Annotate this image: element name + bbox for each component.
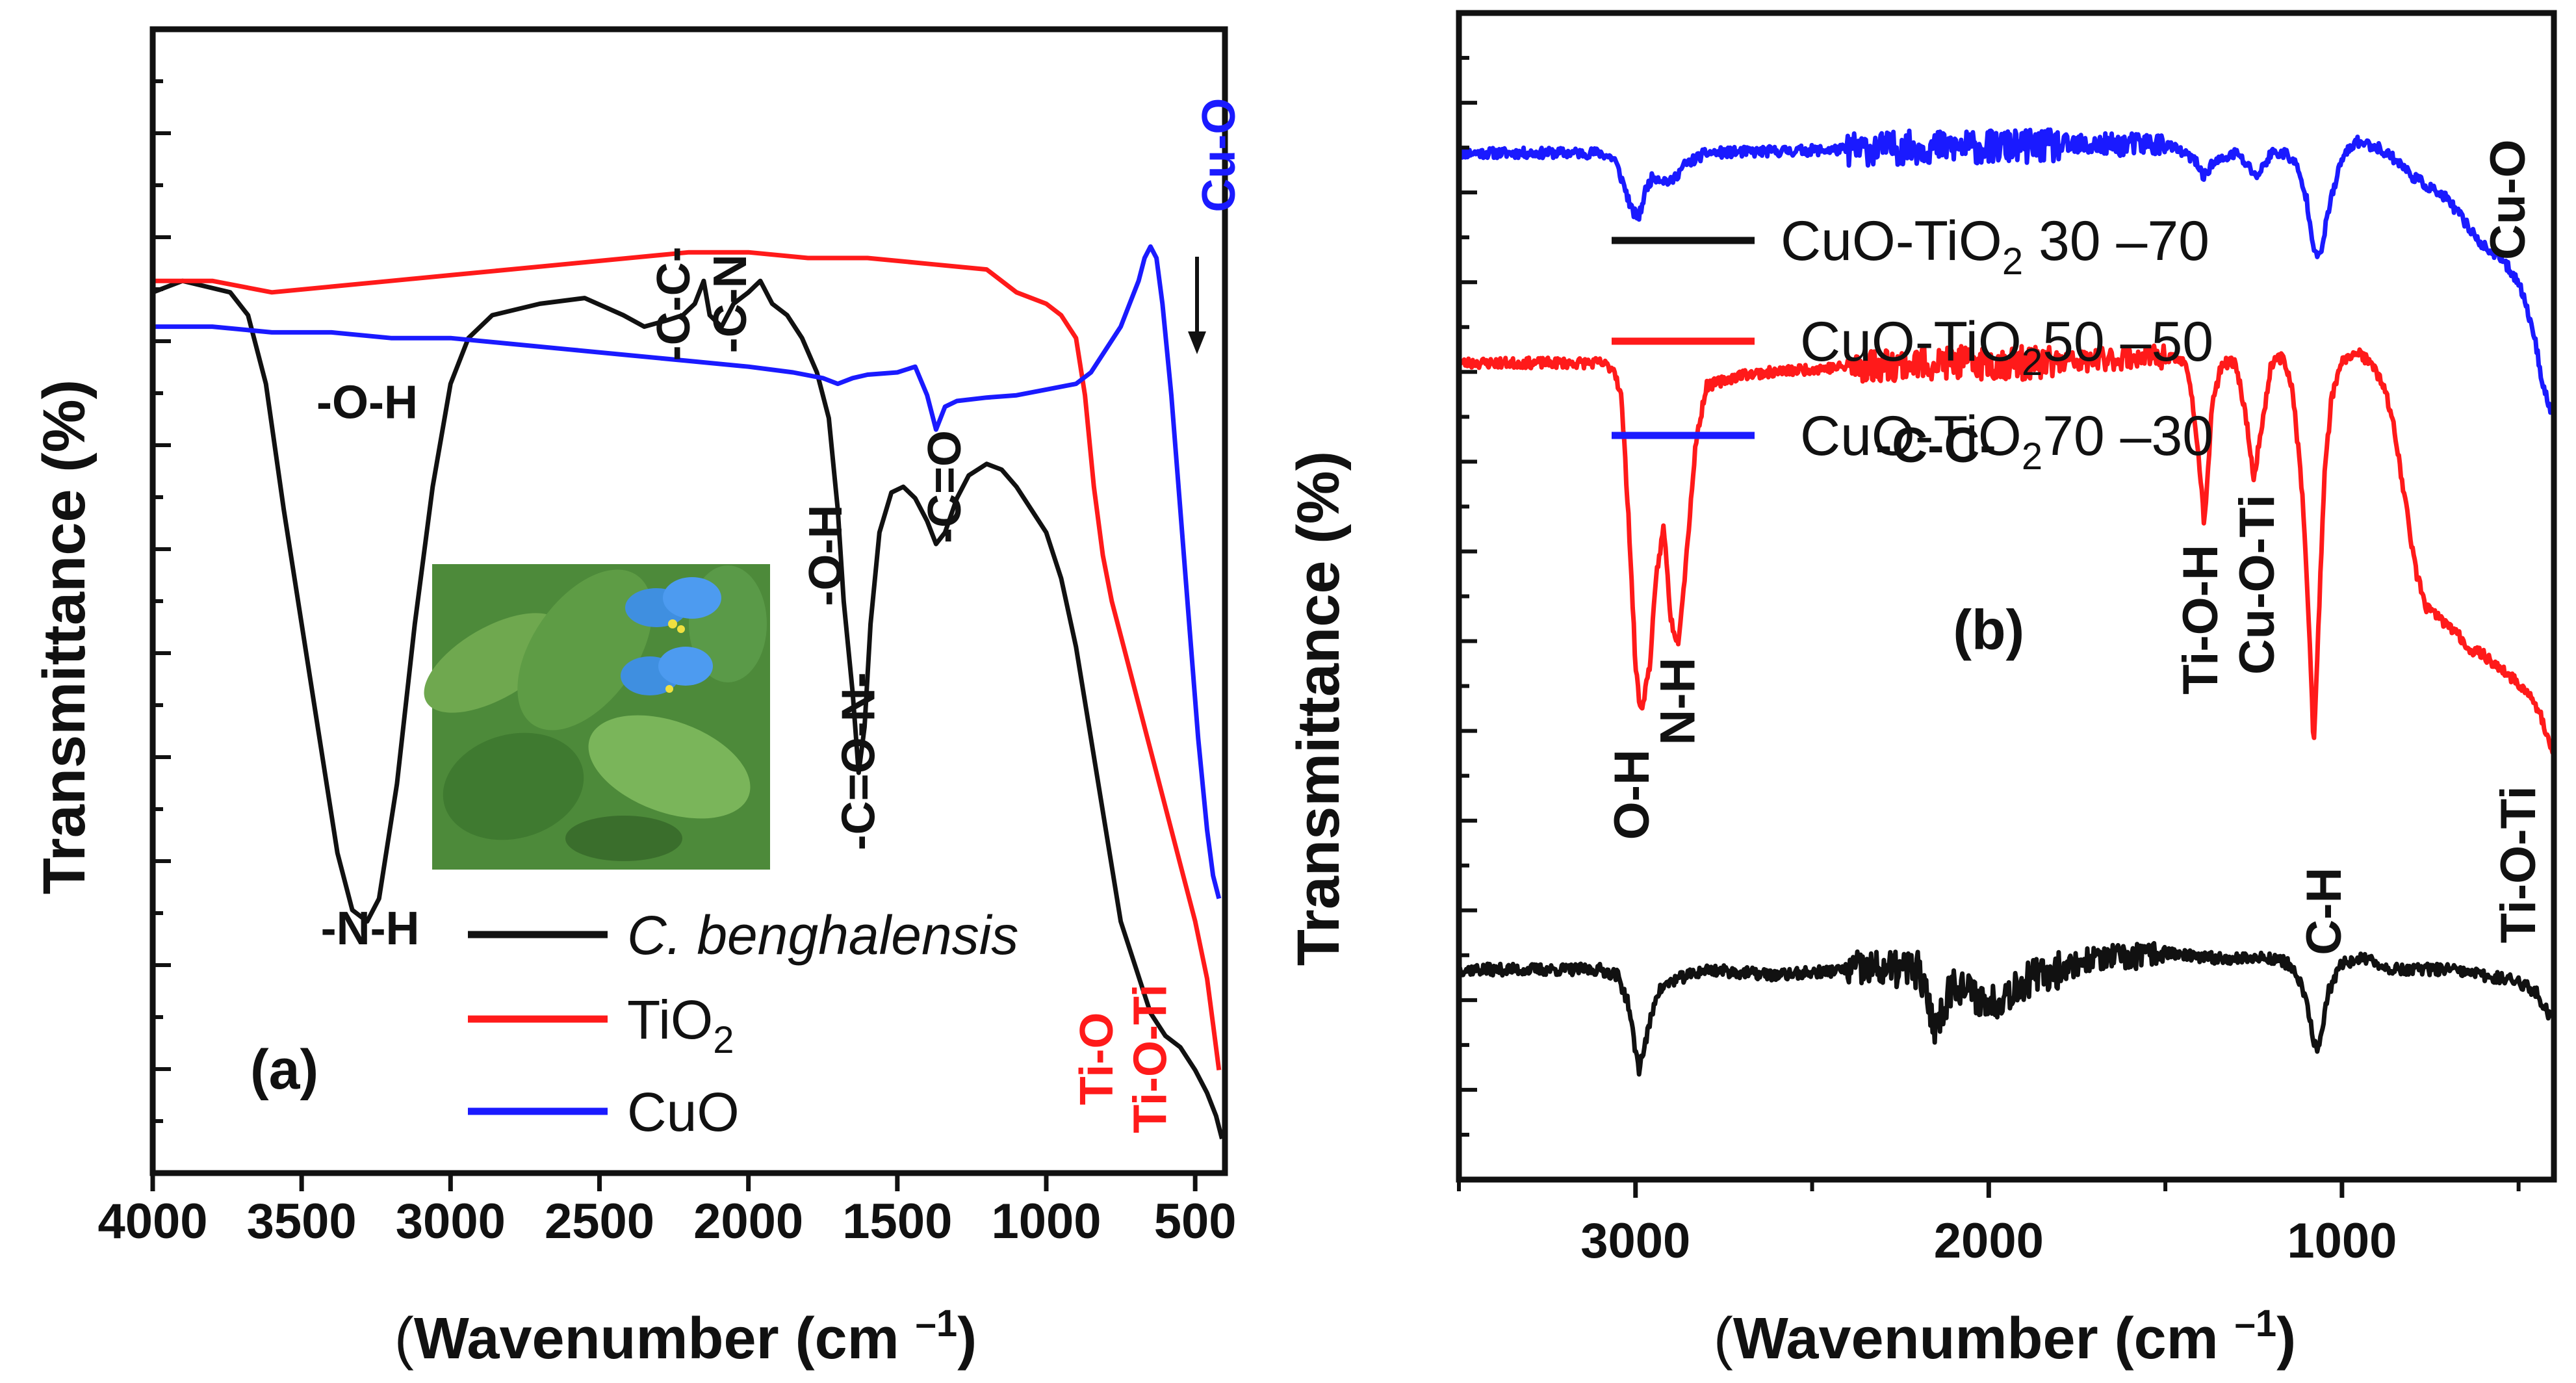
series-group-b bbox=[1456, 127, 2556, 1077]
x-tick-label: 500 bbox=[1154, 1194, 1237, 1249]
annotation-label: Ti-O-H bbox=[2173, 545, 2228, 695]
series-group-a bbox=[151, 244, 1224, 1140]
annotation-label: Ti-O-Ti bbox=[2491, 786, 2546, 943]
annotation-label: Cu-O bbox=[1193, 98, 1245, 213]
panel-b: Transmittance (%) 3000 2000 1000 CuO-TiO2 … bbox=[1285, 10, 2557, 1371]
annotation-label: -N-H bbox=[321, 903, 420, 955]
y-ticks-a bbox=[153, 27, 171, 1175]
series-line-b-2 bbox=[1456, 940, 2556, 1077]
series-line-a-2 bbox=[153, 244, 1222, 899]
series-line-a-1 bbox=[153, 250, 1222, 1071]
x-ticks-b: 3000 2000 1000 bbox=[1457, 1180, 2521, 1269]
x-tick-label: 1000 bbox=[2287, 1213, 2397, 1269]
legend-a-label-0: C. benghalensis bbox=[627, 905, 1018, 966]
annotation-label: C-H bbox=[2297, 868, 2352, 955]
x-tick-label: 3000 bbox=[396, 1194, 506, 1249]
x-tick-label: 3500 bbox=[247, 1194, 357, 1249]
x-tick-label: 3000 bbox=[1580, 1213, 1690, 1269]
x-axis-label-b: (Wavenumber (cm –1) bbox=[1714, 1302, 2296, 1371]
annotation-label: -O-H bbox=[316, 376, 418, 428]
x-tick-label: 1000 bbox=[991, 1194, 1101, 1249]
series-line-b-1 bbox=[1457, 343, 2556, 755]
annotation-label: Cu-O bbox=[2480, 139, 2536, 260]
annotation-label: -C-C- bbox=[1875, 418, 1996, 473]
x-tick-label: 2000 bbox=[1934, 1213, 2044, 1269]
legend-a-label-2: CuO bbox=[627, 1081, 740, 1143]
x-tick-label: 4000 bbox=[97, 1194, 207, 1249]
annotation-label: -O-H bbox=[800, 505, 852, 606]
legend-b: CuO-TiO2 30 –70 CuO-TiO250 –50 CuO-TiO27… bbox=[1612, 210, 2213, 478]
annotation-label: -C=O-N- bbox=[832, 672, 884, 850]
panel-label-a: (a) bbox=[250, 1039, 318, 1101]
series-line-a-0 bbox=[151, 278, 1224, 1140]
annotation-label: Cu-O-Ti bbox=[2230, 495, 2285, 675]
annotation-label: (b) bbox=[1953, 599, 2024, 661]
x-tick-label: 2500 bbox=[545, 1194, 654, 1249]
legend-a: C. benghalensis TiO2 CuO bbox=[468, 905, 1018, 1143]
annotation-label: O-H bbox=[1604, 749, 1660, 840]
legend-a-label-1: TiO2 bbox=[627, 989, 734, 1061]
annotation-label: -C=O bbox=[919, 430, 971, 543]
legend-b-label-1: CuO-TiO250 –50 bbox=[1800, 311, 2213, 383]
legend-b-label-2: CuO-TiO270 –30 bbox=[1800, 405, 2213, 478]
annotations-a: -O-H -N-H -C-C- -C-N -O-H -C=O-N- -C=O Ti-O Ti-O… bbox=[316, 98, 1245, 1133]
x-ticks-a: 4000 3500 3000 2500 2000 1500 1000 500 bbox=[97, 1173, 1237, 1249]
y-ticks-b bbox=[1459, 11, 1477, 1182]
y-axis-label-b: Transmittance (%) bbox=[1285, 451, 1352, 966]
x-tick-label: 2000 bbox=[693, 1194, 803, 1249]
annotation-label: -C-C- bbox=[648, 246, 700, 361]
x-tick-label: 1500 bbox=[842, 1194, 952, 1249]
panel-a: Transmittance (%) 4000 3500 3000 2500 2000 15… bbox=[31, 26, 1245, 1371]
y-axis-label-a: Transmittance (%) bbox=[31, 380, 97, 894]
cu-o-arrow bbox=[1188, 257, 1206, 354]
annotation-label: Ti-O bbox=[1071, 1013, 1123, 1105]
annotations-b: Cu-O -C-C- O-HN-H Ti-O-H Cu-O-Ti C-H Ti-O-Ti (b… bbox=[1604, 139, 2546, 955]
annotation-label: N-H bbox=[1651, 658, 1706, 745]
annotation-label: Ti-O-Ti bbox=[1124, 984, 1176, 1133]
legend-b-label-0: CuO-TiO2 30 –70 bbox=[1781, 210, 2209, 283]
series-line-b-0 bbox=[1458, 127, 2556, 415]
x-axis-label-a: (Wavenumber (cm –1) bbox=[394, 1302, 977, 1371]
annotation-label: -C-N bbox=[704, 254, 756, 353]
inset-plant-image bbox=[424, 564, 770, 870]
